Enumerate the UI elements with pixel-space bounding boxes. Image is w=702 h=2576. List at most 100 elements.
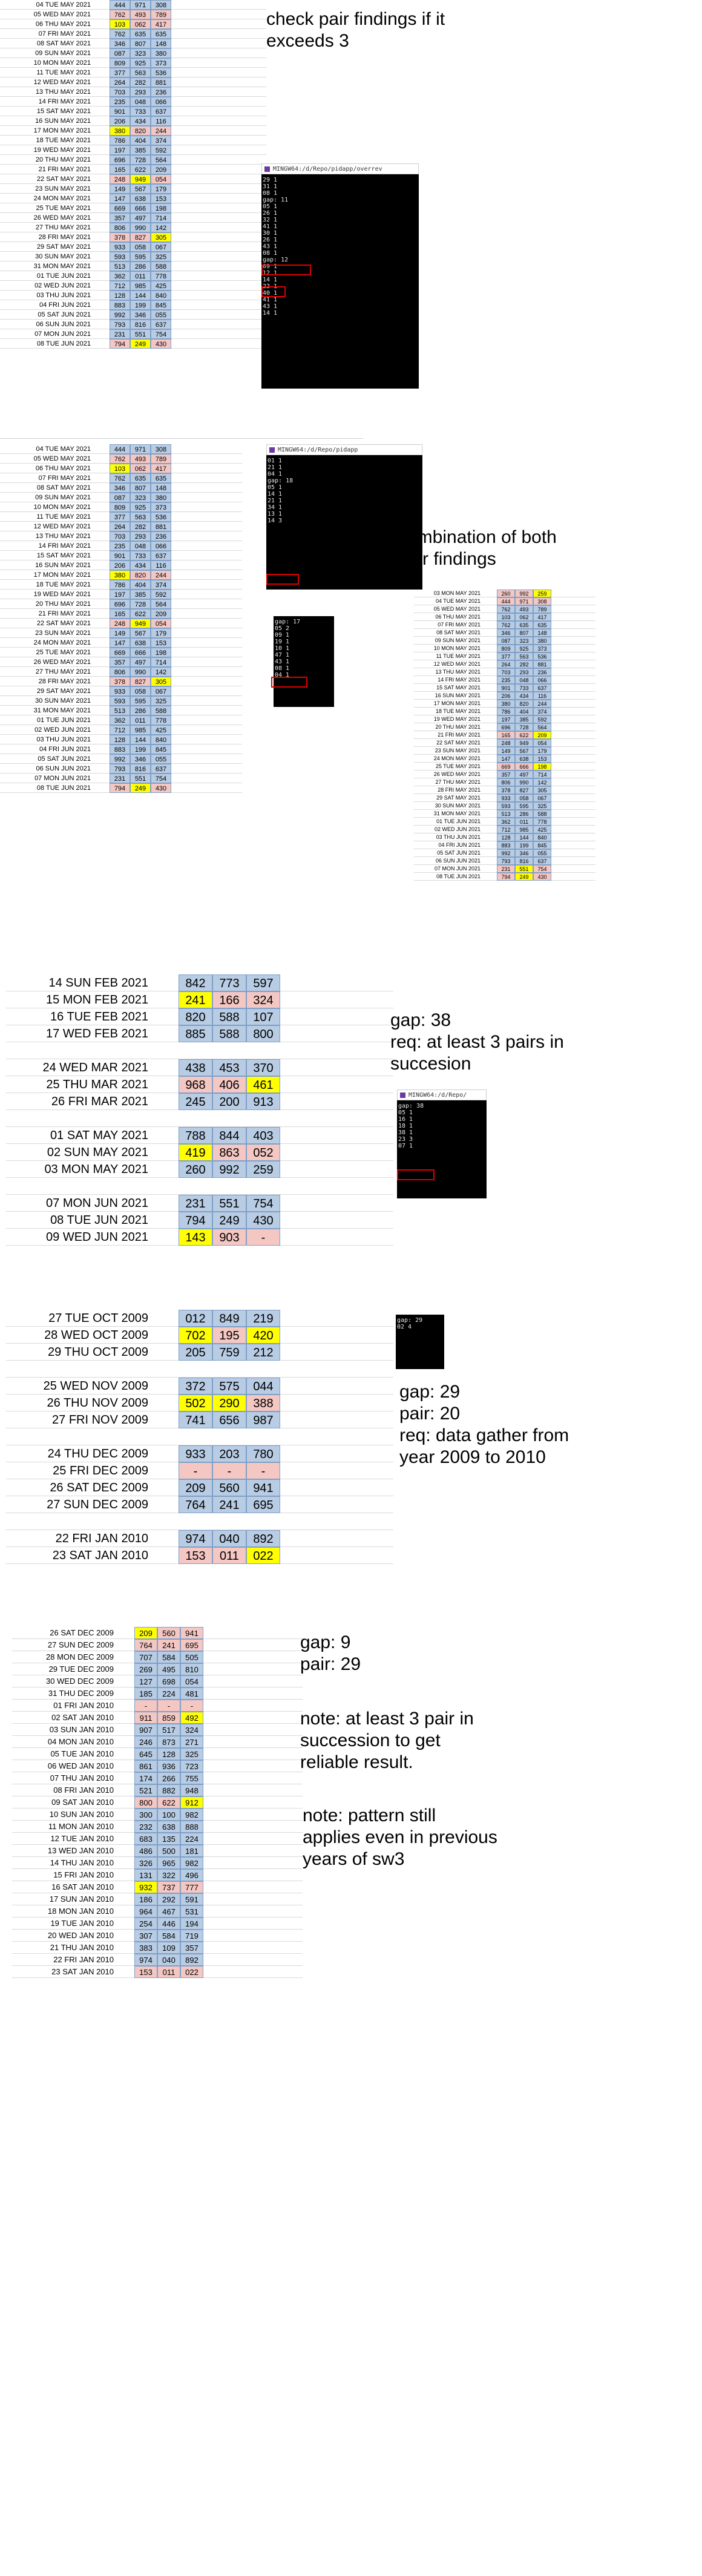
number-cell[interactable]: 425: [533, 826, 551, 833]
date-cell[interactable]: 07 THU JAN 2010: [50, 1773, 114, 1782]
date-cell[interactable]: 13 THU MAY 2021: [35, 533, 91, 540]
number-cell[interactable]: [212, 1361, 246, 1378]
number-cell[interactable]: 249: [130, 339, 151, 349]
number-cell[interactable]: 728: [515, 723, 533, 731]
number-cell[interactable]: 062: [130, 464, 151, 473]
number-cell[interactable]: 531: [180, 1905, 203, 1917]
number-cell[interactable]: 199: [130, 744, 151, 754]
number-cell[interactable]: 179: [151, 628, 171, 638]
date-cell[interactable]: 07 FRI MAY 2021: [38, 30, 91, 38]
number-cell[interactable]: 149: [497, 747, 515, 755]
date-cell[interactable]: 11 MON JAN 2010: [48, 1822, 114, 1831]
date-cell[interactable]: 25 TUE MAY 2021: [435, 763, 481, 769]
number-cell[interactable]: 165: [110, 609, 130, 619]
number-cell[interactable]: 982: [180, 1857, 203, 1869]
number-cell[interactable]: 985: [130, 725, 151, 735]
date-cell[interactable]: 15 MON FEB 2021: [46, 993, 148, 1007]
number-cell[interactable]: 885: [179, 1025, 212, 1042]
number-cell[interactable]: 087: [497, 637, 515, 645]
number-cell[interactable]: 827: [515, 786, 533, 794]
date-cell[interactable]: 16 SUN MAY 2021: [435, 692, 481, 698]
number-cell[interactable]: 913: [246, 1093, 280, 1110]
number-cell[interactable]: 820: [130, 126, 151, 136]
date-cell[interactable]: 02 WED JUN 2021: [434, 826, 481, 832]
date-cell[interactable]: 25 TUE MAY 2021: [36, 649, 91, 656]
number-cell[interactable]: 185: [134, 1687, 157, 1700]
number-cell[interactable]: 844: [212, 1127, 246, 1144]
number-cell[interactable]: 901: [497, 684, 515, 692]
number-cell[interactable]: 696: [110, 599, 130, 609]
number-cell[interactable]: 383: [134, 1942, 157, 1954]
number-cell[interactable]: 362: [110, 271, 130, 281]
number-cell[interactable]: 444: [110, 0, 130, 10]
number-cell[interactable]: 733: [515, 684, 533, 692]
number-cell[interactable]: 635: [515, 621, 533, 629]
number-cell[interactable]: 346: [497, 629, 515, 637]
date-cell[interactable]: 09 SUN MAY 2021: [35, 50, 91, 57]
number-cell[interactable]: 153: [179, 1547, 212, 1564]
date-cell[interactable]: 31 THU DEC 2009: [48, 1689, 114, 1698]
date-cell[interactable]: 26 WED MAY 2021: [33, 659, 91, 666]
number-cell[interactable]: 551: [515, 865, 533, 873]
number-cell[interactable]: 308: [533, 597, 551, 605]
date-cell[interactable]: 26 FRI MAR 2021: [51, 1095, 148, 1108]
number-cell[interactable]: [246, 1178, 280, 1195]
date-cell[interactable]: 23 SUN MAY 2021: [35, 629, 91, 637]
number-cell[interactable]: 128: [497, 833, 515, 841]
number-cell[interactable]: 762: [110, 29, 130, 39]
date-cell[interactable]: 05 SAT JUN 2021: [437, 850, 481, 856]
number-cell[interactable]: 197: [110, 145, 130, 155]
number-cell[interactable]: 591: [180, 1893, 203, 1905]
number-cell[interactable]: 762: [110, 10, 130, 19]
number-cell[interactable]: 669: [497, 763, 515, 770]
number-cell[interactable]: 434: [130, 560, 151, 570]
date-cell[interactable]: 14 FRI MAY 2021: [438, 677, 481, 683]
number-cell[interactable]: 054: [533, 739, 551, 747]
number-cell[interactable]: 762: [497, 621, 515, 629]
date-cell[interactable]: 21 THU JAN 2010: [50, 1943, 114, 1952]
number-cell[interactable]: 264: [110, 77, 130, 87]
date-cell[interactable]: 23 SUN MAY 2021: [435, 748, 481, 754]
date-cell[interactable]: 07 MON JUN 2021: [434, 866, 481, 872]
date-cell[interactable]: 17 MON MAY 2021: [33, 571, 91, 579]
number-cell[interactable]: 420: [246, 1327, 280, 1344]
date-cell[interactable]: 31 MON MAY 2021: [33, 707, 91, 714]
number-cell[interactable]: 446: [157, 1917, 180, 1930]
date-cell[interactable]: 24 MON MAY 2021: [433, 755, 481, 761]
number-cell[interactable]: 666: [130, 203, 151, 213]
number-cell[interactable]: 236: [151, 87, 171, 97]
date-cell[interactable]: 05 SAT JUN 2021: [38, 755, 91, 763]
date-cell[interactable]: 23 SUN MAY 2021: [35, 185, 91, 192]
date-cell[interactable]: 11 TUE MAY 2021: [36, 69, 91, 76]
date-cell[interactable]: 08 SAT MAY 2021: [36, 40, 91, 47]
number-cell[interactable]: 142: [151, 223, 171, 232]
date-cell[interactable]: 01 TUE JUN 2021: [36, 272, 91, 280]
number-cell[interactable]: 282: [130, 522, 151, 531]
date-cell[interactable]: 07 MON JUN 2021: [46, 1197, 148, 1210]
date-cell[interactable]: 17 MON MAY 2021: [433, 700, 481, 706]
number-cell[interactable]: 372: [179, 1378, 212, 1395]
date-cell[interactable]: 18 TUE MAY 2021: [435, 708, 481, 714]
number-cell[interactable]: 560: [212, 1479, 246, 1496]
number-cell[interactable]: 380: [497, 700, 515, 708]
number-cell[interactable]: 231: [179, 1195, 212, 1212]
number-cell[interactable]: 374: [533, 708, 551, 715]
number-cell[interactable]: 305: [151, 677, 171, 686]
number-cell[interactable]: 932: [134, 1881, 157, 1893]
date-cell[interactable]: 23 SAT JAN 2010: [51, 1967, 114, 1976]
date-cell[interactable]: 17 MON MAY 2021: [33, 127, 91, 134]
date-cell[interactable]: 22 SAT MAY 2021: [436, 740, 481, 746]
date-cell[interactable]: 21 FRI MAY 2021: [38, 166, 91, 173]
date-cell[interactable]: 31 MON MAY 2021: [433, 810, 481, 816]
number-cell[interactable]: [179, 1178, 212, 1195]
number-cell[interactable]: 536: [151, 68, 171, 77]
number-cell[interactable]: 536: [533, 652, 551, 660]
number-cell[interactable]: 800: [134, 1796, 157, 1809]
number-cell[interactable]: 244: [151, 126, 171, 136]
date-cell[interactable]: 15 FRI JAN 2010: [53, 1870, 114, 1879]
number-cell[interactable]: 985: [515, 826, 533, 833]
date-cell[interactable]: 09 WED JUN 2021: [46, 1230, 148, 1244]
number-cell[interactable]: 308: [151, 0, 171, 10]
number-cell[interactable]: 200: [212, 1093, 246, 1110]
number-cell[interactable]: 759: [212, 1344, 246, 1361]
